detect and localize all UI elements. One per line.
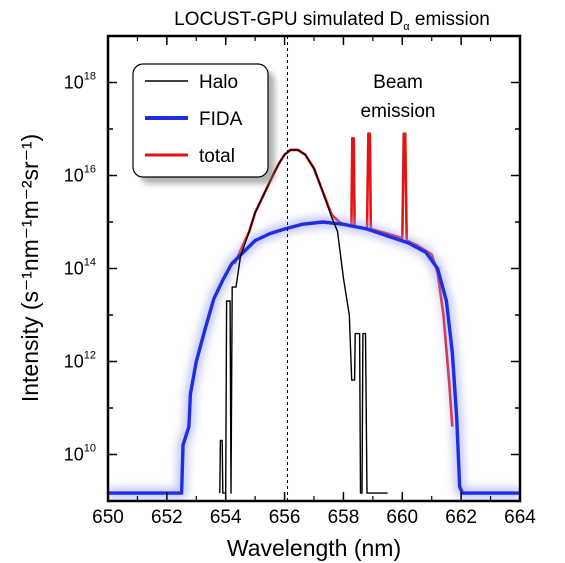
x-tick-label: 662 bbox=[445, 507, 477, 528]
x-axis-label: Wavelength (nm) bbox=[227, 535, 401, 561]
annotation-line-1: Beam bbox=[373, 72, 423, 93]
legend-label-total: total bbox=[199, 146, 235, 167]
series-line-fida bbox=[108, 220, 520, 495]
x-tick-label: 650 bbox=[92, 507, 124, 528]
chart-title: LOCUST-GPU simulated Dα emission bbox=[174, 9, 490, 33]
x-tick-label: 660 bbox=[386, 507, 418, 528]
y-axis-label: Intensity (s⁻¹nm⁻¹m⁻²sr⁻¹) bbox=[17, 134, 43, 402]
y-tick-label: 1014 bbox=[64, 257, 96, 279]
y-tick-label: 1016 bbox=[64, 164, 96, 186]
legend-box bbox=[132, 63, 269, 178]
series-line-halo bbox=[219, 149, 388, 494]
legend-label-fida: FIDA bbox=[199, 109, 243, 130]
x-tick-label: 654 bbox=[210, 507, 242, 528]
x-tick-label: 658 bbox=[328, 507, 360, 528]
legend: Halo FIDA total bbox=[132, 63, 275, 184]
beam-emission-annotation: Beam emission bbox=[361, 72, 436, 122]
legend-label-halo: Halo bbox=[199, 72, 238, 93]
y-tick-label: 1010 bbox=[64, 443, 96, 465]
annotation-line-2: emission bbox=[361, 101, 436, 122]
x-tick-label: 656 bbox=[269, 507, 301, 528]
x-tick-label: 664 bbox=[504, 507, 536, 528]
x-tick-label: 652 bbox=[151, 507, 183, 528]
y-tick-label: 1018 bbox=[64, 71, 96, 93]
y-tick-label: 1012 bbox=[64, 350, 96, 372]
